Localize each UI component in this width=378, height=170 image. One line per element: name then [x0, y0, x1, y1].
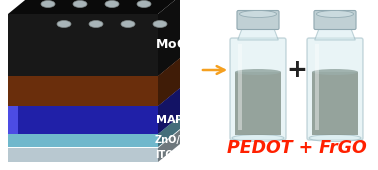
Ellipse shape [318, 18, 353, 26]
Polygon shape [315, 44, 319, 130]
Polygon shape [238, 44, 242, 130]
Text: MAPbI$_3$: MAPbI$_3$ [155, 113, 201, 127]
Polygon shape [8, 76, 158, 106]
Polygon shape [8, 106, 18, 134]
Ellipse shape [235, 69, 281, 75]
Polygon shape [158, 88, 180, 134]
Polygon shape [8, 116, 180, 134]
Polygon shape [8, 88, 180, 106]
Text: MoO$_3$/Ag: MoO$_3$/Ag [155, 37, 217, 53]
FancyBboxPatch shape [307, 38, 363, 140]
Polygon shape [8, 14, 158, 76]
Polygon shape [8, 130, 180, 148]
Polygon shape [238, 22, 278, 40]
FancyBboxPatch shape [230, 38, 286, 140]
Ellipse shape [309, 134, 361, 141]
Polygon shape [8, 106, 158, 134]
Ellipse shape [316, 11, 353, 18]
Text: ITO: ITO [155, 150, 174, 160]
Polygon shape [158, 58, 180, 106]
Text: ZnO/C60: ZnO/C60 [155, 135, 201, 145]
Polygon shape [8, 148, 158, 162]
Polygon shape [8, 58, 180, 76]
Polygon shape [8, 0, 180, 14]
Ellipse shape [312, 69, 358, 75]
FancyBboxPatch shape [237, 11, 279, 30]
Polygon shape [158, 130, 180, 162]
Polygon shape [312, 72, 358, 135]
FancyBboxPatch shape [314, 11, 356, 30]
Ellipse shape [153, 21, 167, 28]
Polygon shape [8, 134, 158, 147]
Ellipse shape [89, 21, 103, 28]
Ellipse shape [232, 134, 284, 141]
Ellipse shape [41, 1, 55, 7]
Ellipse shape [121, 21, 135, 28]
Ellipse shape [57, 21, 71, 28]
Polygon shape [158, 0, 180, 76]
Ellipse shape [240, 11, 277, 18]
Ellipse shape [137, 1, 151, 7]
Polygon shape [235, 72, 281, 135]
Polygon shape [315, 22, 355, 40]
Text: PEDOT + FrGO: PEDOT + FrGO [227, 139, 367, 157]
Ellipse shape [105, 1, 119, 7]
Polygon shape [158, 116, 180, 147]
Ellipse shape [240, 18, 276, 26]
Text: +: + [287, 58, 307, 82]
Ellipse shape [73, 1, 87, 7]
